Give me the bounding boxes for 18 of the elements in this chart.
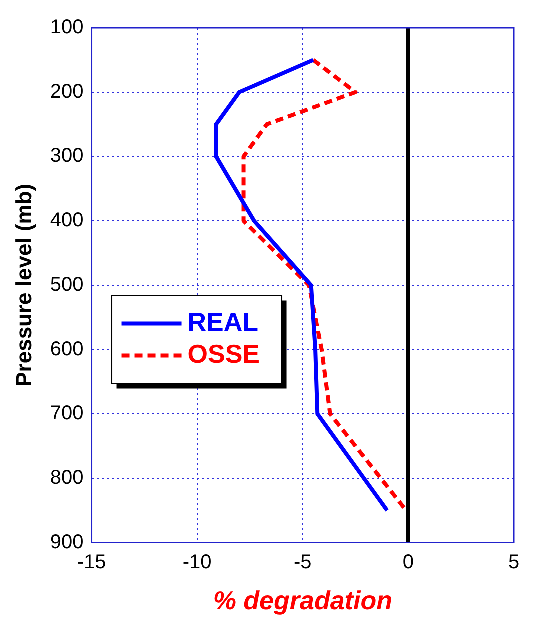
x-tick-label: -5 xyxy=(294,551,312,574)
y-tick-label: 900 xyxy=(50,531,84,554)
y-tick-label: 700 xyxy=(50,402,84,425)
y-tick-label: 600 xyxy=(50,338,84,360)
y-tick-label: 800 xyxy=(50,466,84,489)
y-axis-title: Pressure level (mb) xyxy=(11,184,36,387)
x-tick-label: 5 xyxy=(508,551,520,574)
y-tick-label: 300 xyxy=(50,145,84,168)
x-tick-label: 0 xyxy=(402,551,414,574)
legend-label: REAL xyxy=(188,306,259,337)
y-tick-label: 200 xyxy=(50,80,84,103)
x-tick-label: -15 xyxy=(77,551,106,574)
y-tick-label: 500 xyxy=(50,274,84,296)
x-tick-label: -10 xyxy=(182,551,212,574)
y-tick-label: 100 xyxy=(50,16,84,39)
x-axis-title: % degradation xyxy=(213,586,392,616)
legend-label: OSSE xyxy=(188,338,260,369)
y-tick-label: 400 xyxy=(50,210,84,232)
